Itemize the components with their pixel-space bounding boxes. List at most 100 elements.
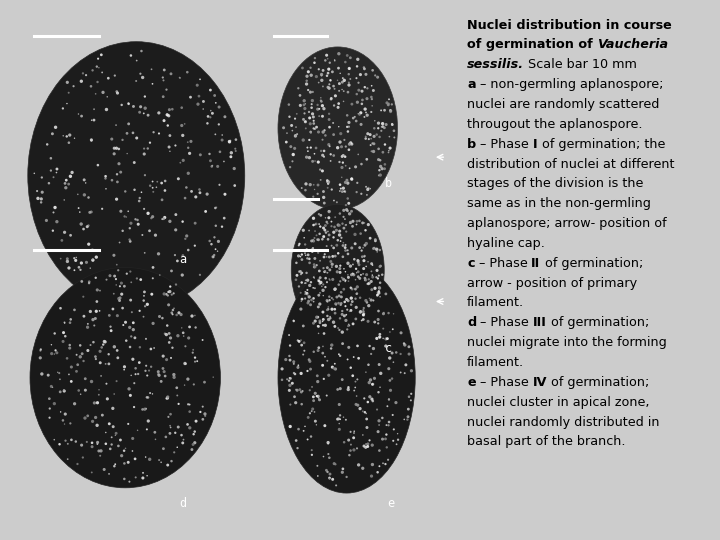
- Point: [43, 179, 55, 187]
- Point: [356, 87, 368, 96]
- Point: [161, 394, 173, 402]
- Point: [373, 416, 384, 425]
- Point: [379, 460, 391, 468]
- Point: [55, 388, 66, 396]
- Point: [380, 120, 392, 129]
- Point: [101, 105, 112, 114]
- Point: [301, 268, 312, 277]
- Point: [300, 180, 312, 188]
- Point: [328, 318, 340, 327]
- Point: [312, 346, 324, 355]
- Point: [383, 148, 395, 157]
- Point: [359, 252, 370, 261]
- Point: [40, 216, 52, 225]
- Point: [352, 401, 364, 409]
- Point: [177, 251, 189, 260]
- Point: [304, 254, 315, 263]
- Point: [282, 375, 293, 383]
- Point: [78, 176, 90, 184]
- Point: [294, 252, 306, 261]
- Point: [336, 468, 348, 477]
- Point: [63, 138, 75, 147]
- Point: [320, 466, 332, 475]
- Point: [200, 207, 212, 216]
- Point: [369, 132, 380, 141]
- Point: [318, 82, 329, 91]
- Point: [341, 123, 353, 131]
- Point: [153, 371, 165, 380]
- Point: [58, 195, 70, 204]
- Point: [90, 352, 102, 361]
- Point: [333, 158, 345, 166]
- Point: [158, 66, 170, 75]
- Point: [366, 147, 377, 156]
- Point: [112, 266, 124, 275]
- Point: [343, 273, 354, 281]
- Point: [323, 275, 335, 284]
- Point: [181, 68, 193, 77]
- Point: [375, 262, 387, 271]
- Point: [324, 474, 336, 482]
- Point: [51, 217, 63, 226]
- Point: [158, 352, 169, 360]
- Point: [147, 79, 158, 88]
- Point: [78, 312, 90, 321]
- Point: [44, 394, 55, 403]
- Point: [111, 87, 122, 96]
- Point: [90, 413, 102, 422]
- Point: [139, 248, 150, 257]
- Point: [141, 425, 153, 434]
- Point: [284, 356, 296, 364]
- Point: [321, 391, 333, 400]
- Point: [315, 211, 327, 220]
- Point: [300, 290, 311, 299]
- Point: [372, 288, 384, 297]
- Point: [335, 184, 346, 193]
- Point: [321, 178, 333, 186]
- Point: [74, 208, 86, 217]
- Point: [374, 360, 385, 369]
- Point: [324, 58, 336, 67]
- Point: [127, 129, 139, 137]
- Point: [374, 133, 385, 141]
- Point: [130, 215, 141, 224]
- Point: [352, 256, 364, 265]
- Point: [365, 134, 377, 143]
- Point: [124, 235, 135, 244]
- Point: [284, 112, 295, 121]
- Point: [219, 112, 230, 121]
- Point: [319, 421, 330, 430]
- Point: [148, 187, 159, 196]
- Point: [357, 269, 369, 278]
- Point: [304, 409, 315, 417]
- Point: [318, 104, 330, 113]
- Point: [358, 310, 369, 319]
- Point: [169, 428, 181, 437]
- Point: [120, 318, 131, 327]
- Point: [342, 296, 354, 305]
- Point: [291, 110, 302, 118]
- Point: [49, 203, 60, 212]
- Point: [348, 386, 360, 395]
- Point: [47, 226, 58, 235]
- Point: [186, 312, 198, 320]
- Point: [166, 457, 177, 465]
- Point: [305, 143, 317, 152]
- Point: [304, 281, 315, 290]
- Point: [329, 309, 341, 318]
- Point: [360, 132, 372, 141]
- Point: [374, 446, 385, 455]
- Point: [356, 246, 367, 255]
- Point: [143, 111, 154, 119]
- Point: [357, 464, 369, 472]
- Point: [362, 442, 374, 451]
- Point: [338, 265, 350, 273]
- Point: [323, 179, 334, 188]
- Point: [341, 295, 352, 304]
- Point: [112, 170, 123, 179]
- Point: [84, 278, 95, 286]
- Point: [352, 342, 364, 350]
- Point: [327, 275, 338, 284]
- Point: [345, 75, 356, 83]
- Point: [341, 205, 352, 214]
